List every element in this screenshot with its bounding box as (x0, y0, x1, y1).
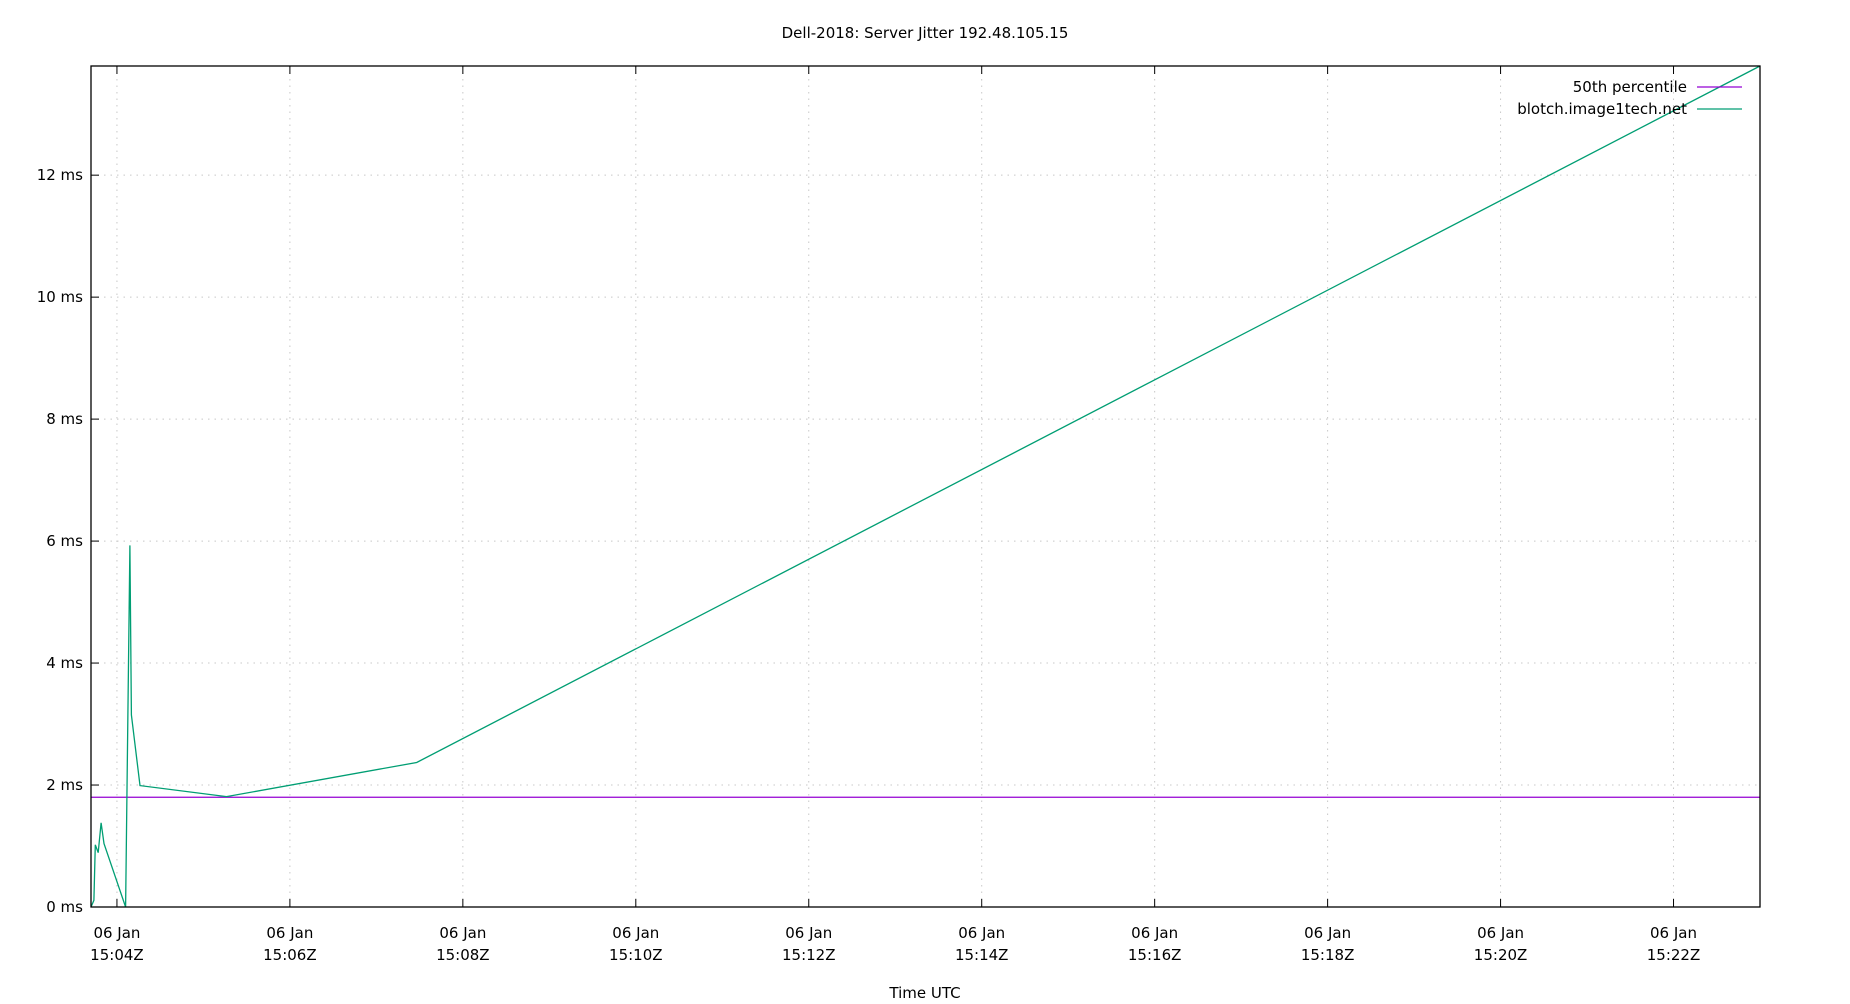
x-tick-label-date: 06 Jan (1477, 924, 1524, 942)
series-layer (90, 65, 1761, 908)
y-tick-label: 0 ms (46, 898, 83, 916)
chart-title: Dell-2018: Server Jitter 192.48.105.15 (782, 24, 1069, 42)
series-line-blotch (90, 65, 1761, 908)
y-tick-label: 2 ms (46, 776, 83, 794)
x-tick-label-date: 06 Jan (93, 924, 140, 942)
legend-label: blotch.image1tech.net (1517, 100, 1687, 118)
x-tick-label-date: 06 Jan (1304, 924, 1351, 942)
x-axis-label: Time UTC (888, 984, 960, 1000)
y-tick-label: 12 ms (37, 166, 83, 184)
x-tick-label-date: 06 Jan (785, 924, 832, 942)
x-tick-label-date: 06 Jan (439, 924, 486, 942)
x-tick-label-time: 15:08Z (436, 946, 490, 964)
x-tick-label-date: 06 Jan (1650, 924, 1697, 942)
grid (91, 66, 1760, 907)
x-tick-label-date: 06 Jan (612, 924, 659, 942)
x-tick-label-time: 15:04Z (90, 946, 144, 964)
y-tick-label: 10 ms (37, 288, 83, 306)
x-tick-label-time: 15:20Z (1474, 946, 1528, 964)
y-tick-label: 6 ms (46, 532, 83, 550)
x-tick-label-time: 15:10Z (609, 946, 663, 964)
y-tick-label: 4 ms (46, 654, 83, 672)
x-tick-label-time: 15:22Z (1647, 946, 1701, 964)
legend: 50th percentile blotch.image1tech.net (1517, 78, 1742, 118)
legend-label: 50th percentile (1573, 78, 1687, 96)
x-tick-label-time: 15:06Z (263, 946, 317, 964)
x-tick-label-time: 15:14Z (955, 946, 1009, 964)
x-tick-label-time: 15:12Z (782, 946, 836, 964)
ticks: 0 ms 2 ms 4 ms 6 ms 8 ms 10 ms 12 ms 06 Jan 15:0… (37, 66, 1701, 964)
x-tick-label-time: 15:18Z (1301, 946, 1355, 964)
x-tick-label-date: 06 Jan (266, 924, 313, 942)
y-tick-label: 8 ms (46, 410, 83, 428)
x-tick-label-date: 06 Jan (958, 924, 1005, 942)
x-tick-label-time: 15:16Z (1128, 946, 1182, 964)
x-tick-label-date: 06 Jan (1131, 924, 1178, 942)
plot-frame (90, 65, 1761, 908)
